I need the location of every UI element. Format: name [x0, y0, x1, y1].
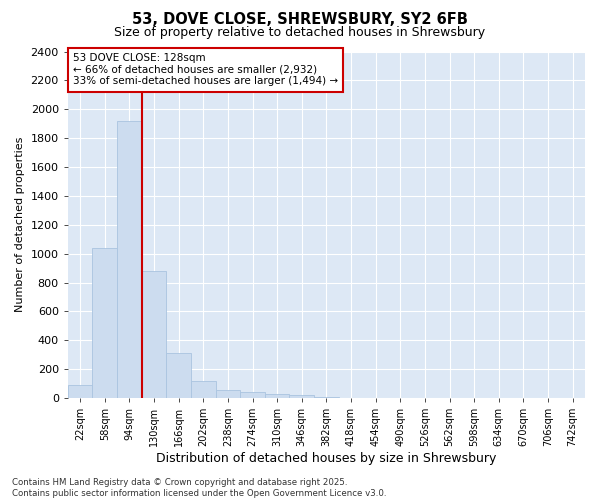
Bar — [166, 352, 191, 398]
Bar — [142, 271, 166, 398]
Bar — [117, 121, 142, 398]
Bar — [240, 392, 265, 398]
Text: Contains HM Land Registry data © Crown copyright and database right 2025.
Contai: Contains HM Land Registry data © Crown c… — [12, 478, 386, 498]
Bar — [215, 390, 240, 398]
Bar — [265, 394, 289, 398]
Y-axis label: Number of detached properties: Number of detached properties — [15, 137, 25, 312]
Bar — [68, 385, 92, 398]
Text: Size of property relative to detached houses in Shrewsbury: Size of property relative to detached ho… — [115, 26, 485, 39]
Bar — [92, 248, 117, 398]
Text: 53, DOVE CLOSE, SHREWSBURY, SY2 6FB: 53, DOVE CLOSE, SHREWSBURY, SY2 6FB — [132, 12, 468, 28]
Bar — [191, 380, 215, 398]
X-axis label: Distribution of detached houses by size in Shrewsbury: Distribution of detached houses by size … — [156, 452, 497, 465]
Bar — [289, 395, 314, 398]
Text: 53 DOVE CLOSE: 128sqm
← 66% of detached houses are smaller (2,932)
33% of semi-d: 53 DOVE CLOSE: 128sqm ← 66% of detached … — [73, 53, 338, 86]
